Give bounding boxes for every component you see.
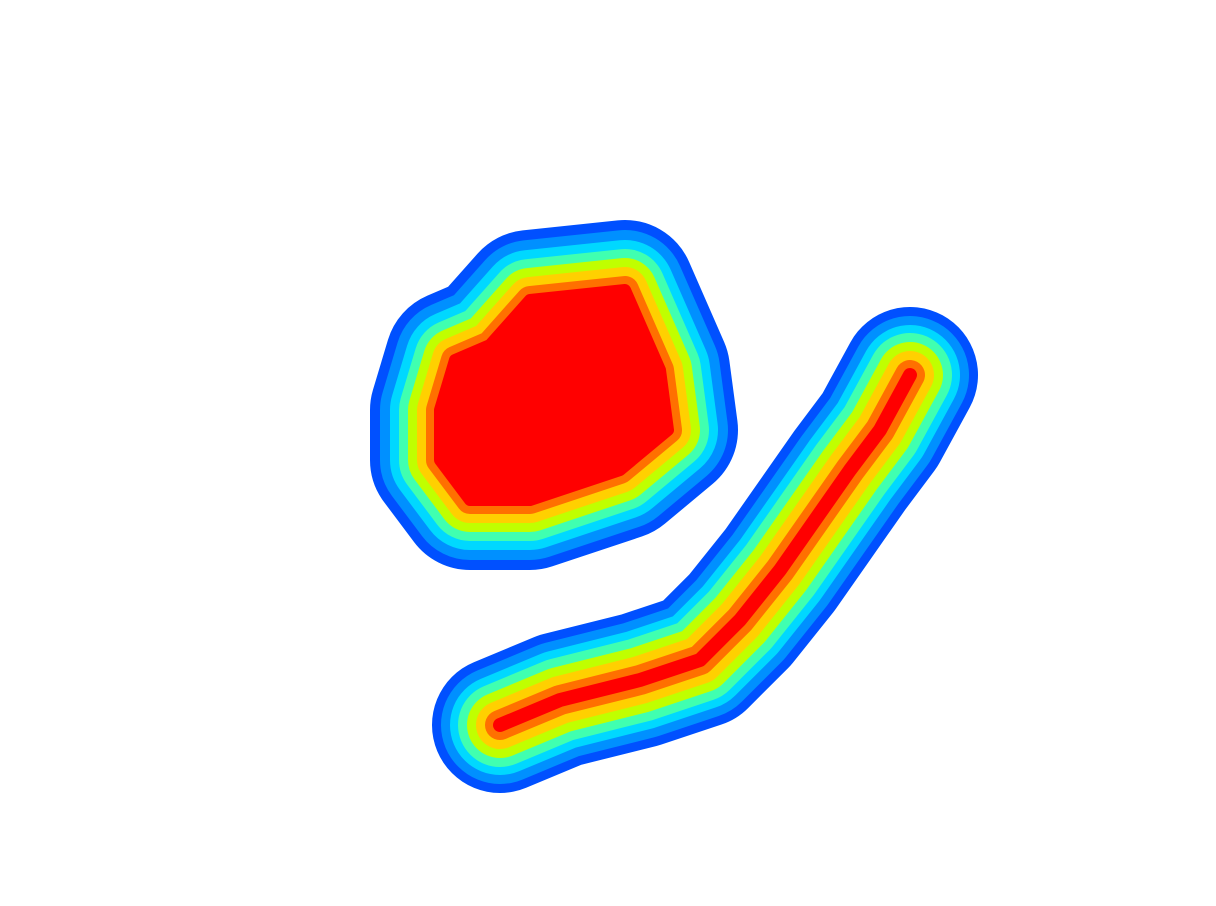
blob-shape — [370, 220, 738, 570]
arc-band-8 — [493, 368, 917, 732]
blob-band-8 — [434, 284, 674, 506]
arc-shape — [432, 307, 978, 793]
